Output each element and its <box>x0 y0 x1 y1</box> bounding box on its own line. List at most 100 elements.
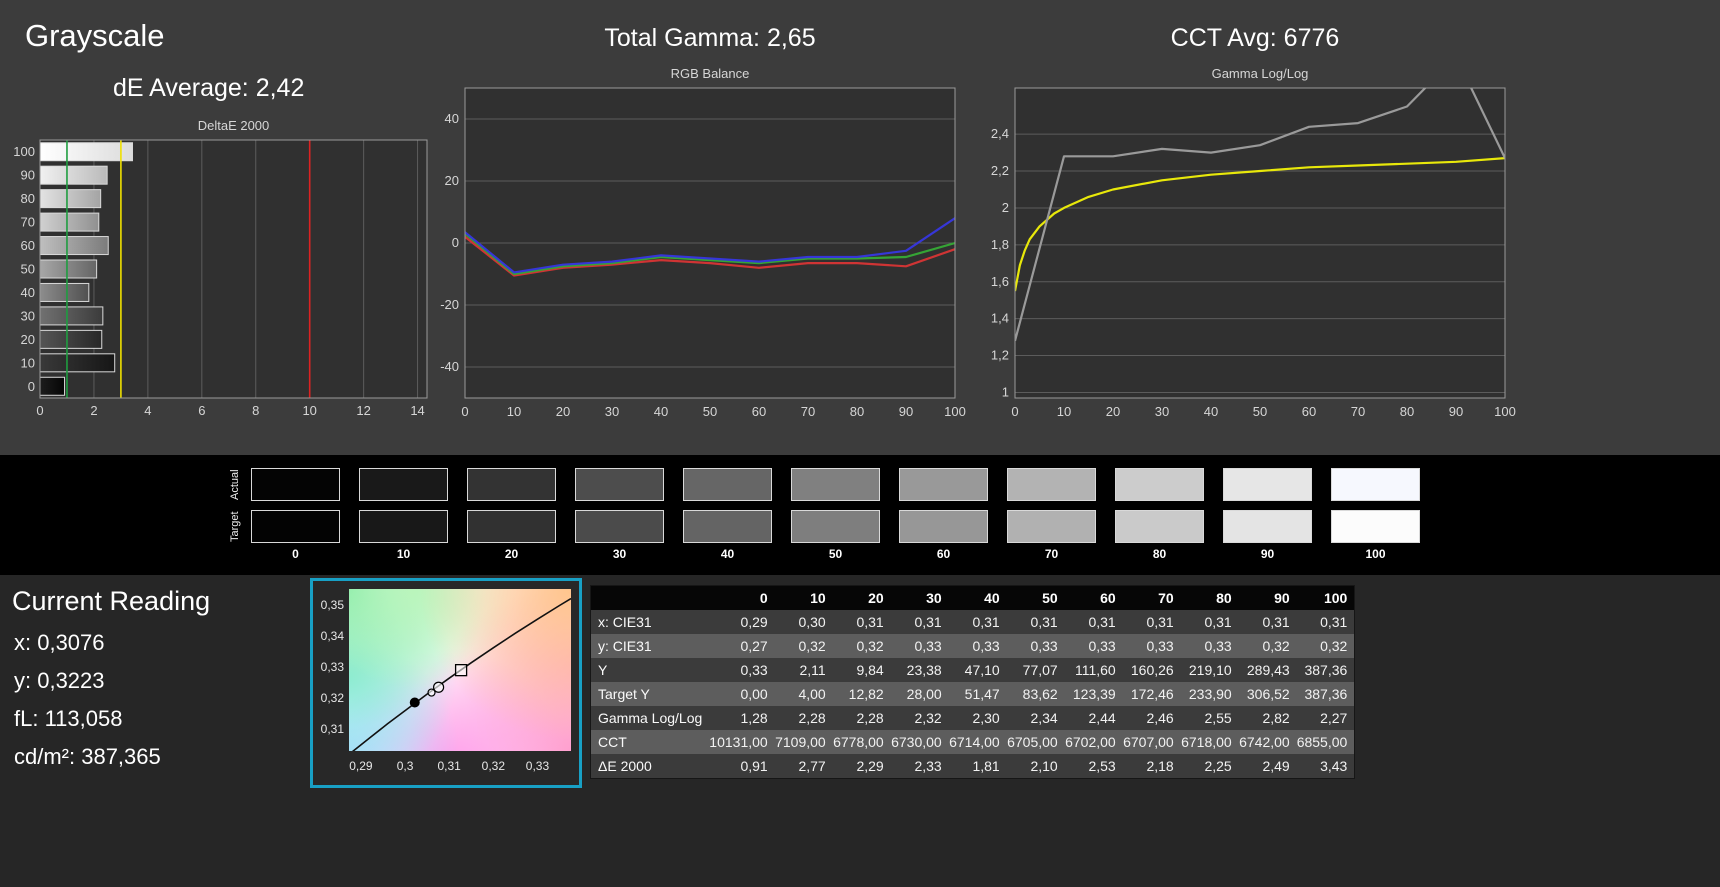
gamma_loglog-ytick: 1 <box>1002 384 1009 399</box>
table-cell: 6718,00 <box>1181 734 1232 750</box>
gamma_loglog-ytick: 2 <box>1002 200 1009 215</box>
table-cell: 3,43 <box>1320 758 1348 774</box>
deltae-xtick: 8 <box>252 403 259 418</box>
deltae-xtick: 6 <box>198 403 205 418</box>
cie-scatter-chart: 0,35 0,34 0,33 0,32 0,31 0,29 0,3 0,31 0,32 0,33 <box>321 598 571 773</box>
actual-swatch-60 <box>899 468 988 501</box>
gamma_loglog-ytick: 1,4 <box>991 311 1009 326</box>
rgb_balance-series-red <box>465 235 955 277</box>
table-row-label: Y <box>598 662 608 678</box>
table-row-label: ΔE 2000 <box>598 758 652 774</box>
gamma_loglog-chart-title: Gamma Log/Log <box>1212 66 1309 81</box>
table-cell: 0,32 <box>1262 638 1290 654</box>
table-row: Y 0,33 2,11 9,84 23,38 47,10 77,07 111,60 160,26… <box>590 658 1355 682</box>
cie-xtick: 0,33 <box>526 759 550 773</box>
deltae-bar-0 <box>39 376 66 396</box>
table-cell: 2,30 <box>972 710 1000 726</box>
target-swatch-90 <box>1223 510 1312 543</box>
total-gamma-label: Total Gamma: 2,65 <box>604 24 816 52</box>
table-cell: 2,25 <box>1204 758 1232 774</box>
swatch-level-label: 100 <box>1365 547 1386 561</box>
measured-point <box>409 697 420 708</box>
rgb_balance-xtick: 70 <box>801 404 815 419</box>
table-cell: 6705,00 <box>1007 734 1058 750</box>
table-cell: 0,33 <box>914 638 942 654</box>
current-reading-title: Current Reading <box>12 586 211 616</box>
table-cell: 2,34 <box>1030 710 1058 726</box>
table-cell: 0,33 <box>1030 638 1058 654</box>
gamma_loglog-xtick: 0 <box>1011 404 1018 419</box>
table-cell: 0,27 <box>740 638 768 654</box>
table-cell: 2,28 <box>798 710 826 726</box>
gamma_loglog-ytick: 1,8 <box>991 237 1009 252</box>
table-cell: 172,46 <box>1130 686 1174 702</box>
table-row: x: CIE31 0,29 0,30 0,31 0,31 0,31 0,31 0,31 0,31… <box>590 610 1355 634</box>
table-column-header: 80 <box>1180 585 1239 610</box>
table-cell: 51,47 <box>964 686 1000 702</box>
target-swatch-10 <box>359 510 448 543</box>
rgb_balance-series-blue <box>465 217 955 274</box>
rgb_balance-ytick: 0 <box>452 235 459 250</box>
target-swatch-30 <box>575 510 664 543</box>
table-column-header: 0 <box>709 585 775 610</box>
table-cell: 6778,00 <box>833 734 884 750</box>
deltae-xtick: 0 <box>36 403 43 418</box>
gamma_loglog-xtick: 50 <box>1253 404 1267 419</box>
page-title: Grayscale <box>25 18 165 53</box>
rgb-balance-chart-panel[interactable]: RGB Balance 40 20 0 -20 -40 0 10 20 30 40 50 60 70 80 9… <box>420 62 970 434</box>
table-cell: 0,31 <box>1030 614 1058 630</box>
table-cell: 2,10 <box>1030 758 1058 774</box>
table-cell: 28,00 <box>906 686 942 702</box>
deltae-ytick: 0 <box>28 379 35 394</box>
cie-xtick: 0,31 <box>438 759 462 773</box>
table-cell: 2,77 <box>798 758 826 774</box>
actual-row-label: Actual <box>229 469 241 500</box>
rgb-balance-line-chart: RGB Balance 40 20 0 -20 -40 0 10 20 30 40 50 60 70 80 9… <box>440 66 966 419</box>
gamma-chart-panel[interactable]: Gamma Log/Log 1 1,2 1,4 1,6 1,8 2 2,2 2,4 0 10 20 30… <box>975 62 1525 434</box>
target-swatch-80 <box>1115 510 1204 543</box>
gamma_loglog-xtick: 10 <box>1057 404 1071 419</box>
reading-y: y: 0,3223 <box>14 668 105 693</box>
cie-xtick: 0,3 <box>397 759 414 773</box>
cie-chromaticity-panel[interactable]: 0,35 0,34 0,33 0,32 0,31 0,29 0,3 0,31 0,32 0,33 <box>310 578 582 788</box>
cct-avg-label: CCT Avg: 6776 <box>1170 24 1340 52</box>
rgb_balance-ytick: -40 <box>440 359 459 374</box>
table-cell: 6730,00 <box>891 734 942 750</box>
table-cell: 2,44 <box>1088 710 1116 726</box>
deltae-ytick: 90 <box>21 168 35 183</box>
rgb_balance-xtick: 60 <box>752 404 766 419</box>
table-cell: 2,18 <box>1146 758 1174 774</box>
table-cell: 6702,00 <box>1065 734 1116 750</box>
deltae-chart-panel[interactable]: DeltaE 2000 0 2 4 6 8 10 12 14 100 90 80 70 60 50 40 30 2… <box>2 108 447 438</box>
actual-swatch-10 <box>359 468 448 501</box>
deltae-ytick: 70 <box>21 215 35 230</box>
table-cell: 0,33 <box>1088 638 1116 654</box>
table-cell: 2,53 <box>1088 758 1116 774</box>
reading-fl: fL: 113,058 <box>14 706 123 731</box>
rgb_balance-xtick: 100 <box>944 404 966 419</box>
swatch-level-label: 20 <box>504 547 519 561</box>
target-swatch-0 <box>251 510 340 543</box>
de-average-label: dE Average: 2,42 <box>113 74 305 102</box>
swatch-level-label: 50 <box>828 547 843 561</box>
rgb_balance-xtick: 50 <box>703 404 717 419</box>
target-swatch-70 <box>1007 510 1096 543</box>
cie-ytick: 0,34 <box>321 629 345 643</box>
table-row-label: Gamma Log/Log <box>598 710 703 726</box>
measured-point <box>427 688 436 697</box>
table-cell: 2,33 <box>914 758 942 774</box>
table-cell: 47,10 <box>964 662 1000 678</box>
deltae-bar-100 <box>39 142 134 162</box>
table-cell: 2,32 <box>914 710 942 726</box>
rgb_balance-xtick: 40 <box>654 404 668 419</box>
deltae-bar-50 <box>39 259 98 279</box>
deltae-ytick: 40 <box>21 285 35 300</box>
target-swatch-100 <box>1331 510 1420 543</box>
table-cell: 0,31 <box>856 614 884 630</box>
table-cell: 0,32 <box>798 638 826 654</box>
table-cell: 0,33 <box>1204 638 1232 654</box>
rgb_balance-xtick: 30 <box>605 404 619 419</box>
actual-swatch-0 <box>251 468 340 501</box>
gamma-line-chart: Gamma Log/Log 1 1,2 1,4 1,6 1,8 2 2,2 2,4 0 10 20 30… <box>991 66 1516 419</box>
table-cell: 6714,00 <box>949 734 1000 750</box>
